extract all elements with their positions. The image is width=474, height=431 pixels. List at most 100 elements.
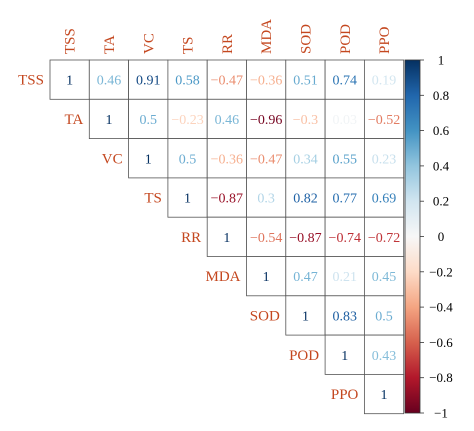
- column-label-pod: POD: [338, 24, 354, 54]
- column-label-rr: RR: [220, 34, 236, 54]
- cell-tss-ppo: [363, 59, 405, 100]
- column-label-vc: VC: [141, 33, 157, 54]
- cell-value-mda-sod: 0.47: [293, 270, 318, 285]
- cell-sod-pod: [324, 295, 365, 336]
- cell-value-vc-ts: 0.5: [179, 152, 197, 167]
- cell-vc-vc: [128, 138, 169, 179]
- colorbar-tick-label: 0.2: [433, 194, 449, 209]
- colorbar-tick-label: 0.6: [433, 123, 450, 138]
- cell-value-ts-pod: 0.77: [333, 192, 358, 207]
- cell-value-vc-rr: −0.36: [211, 152, 243, 167]
- cell-value-tss-mda: −0.36: [250, 74, 282, 89]
- cell-value-rr-rr: 1: [223, 231, 230, 246]
- row-label-rr: RR: [181, 230, 201, 246]
- cell-rr-ppo: [363, 216, 405, 257]
- cell-vc-ts: [167, 138, 208, 179]
- cell-value-ta-vc: 0.5: [140, 113, 158, 128]
- cell-tss-pod: [324, 59, 365, 100]
- colorbar-gradient: [404, 59, 421, 414]
- correlation-cells: 1 0.46 0.91 0.58 −0.47 −0.36 0.51 0.74 0.191 0.5−…: [49, 59, 405, 415]
- cell-value-tss-rr: −0.47: [211, 74, 243, 89]
- cell-value-ts-sod: 0.82: [293, 192, 318, 207]
- row-label-mda: MDA: [205, 269, 240, 285]
- cell-ts-ppo: [363, 177, 405, 218]
- cell-value-vc-vc: 1: [145, 152, 152, 167]
- cell-ts-sod: [285, 177, 326, 218]
- cell-ta-ppo: [363, 98, 405, 140]
- cell-rr-mda: [246, 216, 287, 257]
- colorbar-tick-label: 0.8: [433, 88, 449, 103]
- cell-value-tss-pod: 0.74: [333, 74, 358, 89]
- row-label-ppo: PPO: [331, 387, 359, 403]
- cell-value-tss-ts: 0.58: [175, 74, 200, 89]
- colorbar-tick-label: −0.4: [429, 300, 453, 315]
- cell-ta-sod: [285, 98, 326, 140]
- cell-ta-vc: [128, 98, 169, 140]
- cell-value-mda-mda: 1: [263, 270, 270, 285]
- cell-value-tss-ta: 0.46: [97, 74, 122, 89]
- cell-vc-ppo: [363, 138, 405, 179]
- cell-vc-mda: [246, 138, 287, 179]
- column-labels: TSS TA VC TS RR MDA SOD POD PPO: [63, 19, 393, 54]
- cell-value-rr-mda: −0.54: [250, 231, 282, 246]
- colorbar-tick-label: 0: [438, 229, 445, 244]
- cell-value-tss-sod: 0.51: [293, 74, 318, 89]
- cell-tss-vc: [128, 59, 169, 100]
- colorbar-tick-label: −0.8: [429, 370, 453, 385]
- cell-value-rr-pod: −0.74: [329, 231, 361, 246]
- cell-vc-pod: [324, 138, 365, 179]
- cell-ppo-ppo: [363, 373, 405, 415]
- cell-value-ts-rr: −0.87: [211, 192, 243, 207]
- cell-ta-ts: [167, 98, 208, 140]
- cell-pod-ppo: [363, 334, 405, 375]
- column-label-tss: TSS: [63, 28, 79, 54]
- cell-value-ta-sod: −0.3: [293, 113, 318, 128]
- cell-mda-mda: [246, 256, 287, 297]
- row-label-ta: TA: [65, 112, 84, 128]
- cell-tss-tss: [49, 59, 90, 100]
- color-legend: 1 0.8 0.6 0.4 0.2 0 −0.2 −0.4 −0.6 −0.8 −1: [404, 53, 453, 421]
- cell-value-vc-ppo: 0.23: [372, 152, 397, 167]
- cell-value-mda-ppo: 0.45: [372, 270, 397, 285]
- cell-value-ts-ts: 1: [184, 192, 191, 207]
- cell-tss-ts: [167, 59, 208, 100]
- cell-value-ta-ppo: −0.52: [368, 113, 400, 128]
- cell-value-sod-sod: 1: [302, 309, 309, 324]
- colorbar-tick-label: 1: [438, 53, 445, 68]
- cell-value-ta-rr: 0.46: [215, 113, 240, 128]
- cell-value-vc-pod: 0.55: [333, 152, 358, 167]
- cell-value-vc-mda: −0.47: [250, 152, 282, 167]
- colorbar-tick-label: −1: [434, 406, 448, 421]
- cell-value-vc-sod: 0.34: [293, 152, 318, 167]
- cell-value-tss-tss: 1: [66, 74, 73, 89]
- cell-value-ta-ta: 1: [105, 113, 112, 128]
- column-label-ts: TS: [181, 36, 197, 54]
- cell-value-sod-ppo: 0.5: [375, 309, 393, 324]
- colorbar-tick-label: −0.2: [429, 264, 453, 279]
- cell-value-sod-pod: 0.83: [333, 309, 358, 324]
- cell-value-ts-ppo: 0.69: [372, 192, 397, 207]
- cell-value-ta-ts: −0.23: [171, 113, 203, 128]
- cell-value-pod-ppo: 0.43: [372, 349, 397, 364]
- column-label-mda: MDA: [259, 19, 275, 54]
- cell-value-mda-pod: 0.21: [333, 270, 358, 285]
- row-label-vc: VC: [102, 151, 123, 167]
- row-label-sod: SOD: [250, 308, 280, 324]
- cell-rr-sod: [285, 216, 326, 257]
- cell-value-rr-sod: −0.87: [289, 231, 321, 246]
- column-label-ppo: PPO: [377, 26, 393, 54]
- cell-mda-sod: [285, 256, 326, 297]
- row-label-ts: TS: [144, 191, 162, 207]
- cell-value-ta-mda: −0.96: [250, 113, 282, 128]
- cell-vc-rr: [206, 138, 247, 179]
- cell-value-ts-mda: 0.3: [257, 192, 275, 207]
- cell-ta-rr: [206, 98, 247, 140]
- cell-value-rr-ppo: −0.72: [368, 231, 400, 246]
- cell-ta-mda: [246, 98, 287, 140]
- cell-mda-pod: [324, 256, 365, 297]
- cell-value-tss-vc: 0.91: [136, 74, 161, 89]
- colorbar-tick-label: 0.4: [433, 158, 450, 173]
- cell-value-ppo-ppo: 1: [381, 388, 388, 403]
- cell-pod-pod: [324, 334, 365, 375]
